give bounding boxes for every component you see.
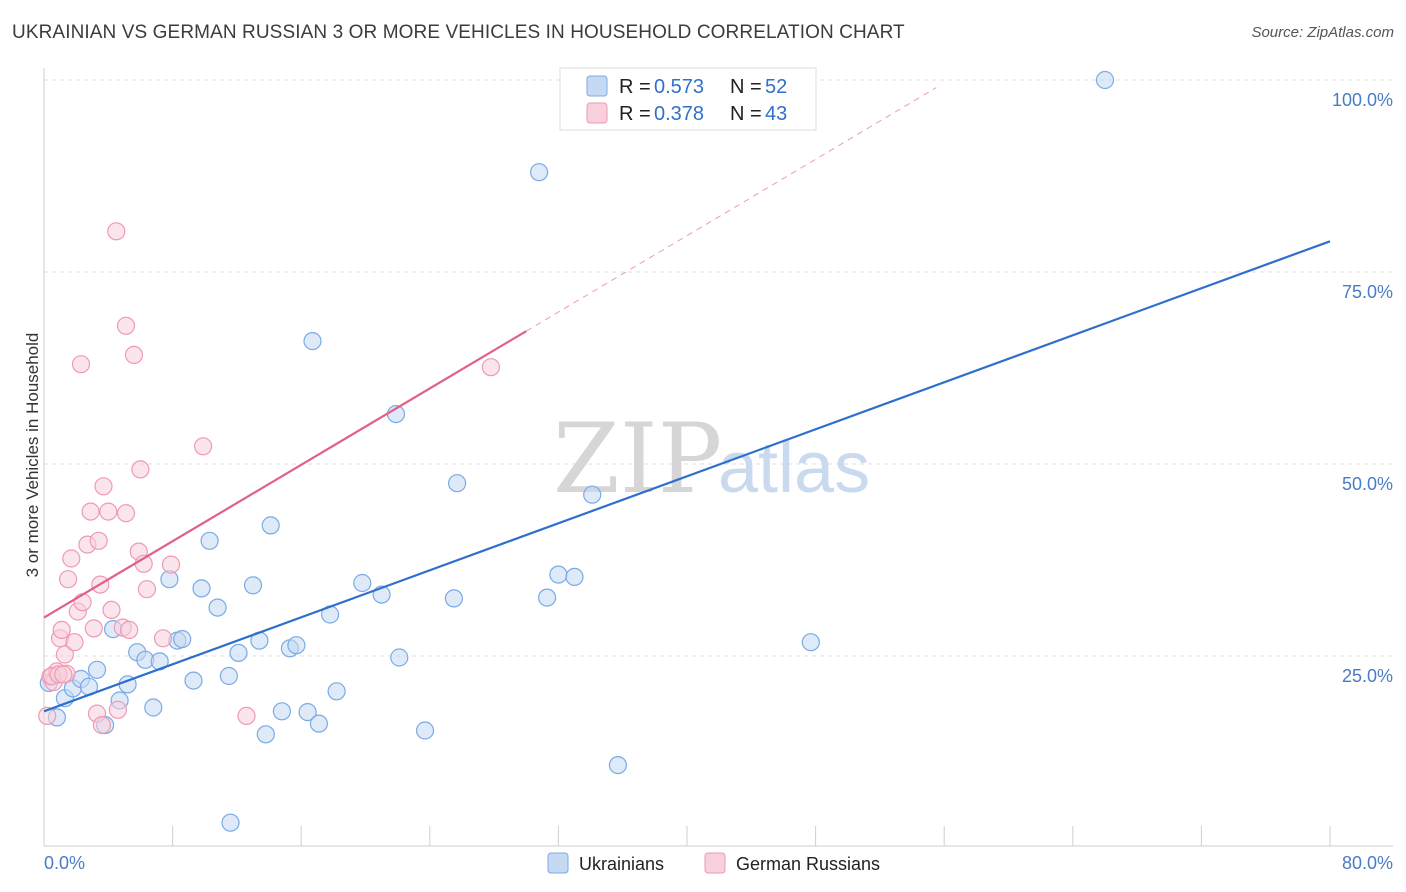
point-ukrainians: [87, 660, 107, 679]
point-german-russians: [161, 555, 181, 574]
point-ukrainians: [415, 721, 435, 740]
point-german-russians: [94, 477, 113, 496]
point-ukrainians: [549, 565, 568, 584]
point-ukrainians: [256, 725, 275, 744]
point-ukrainians: [298, 702, 317, 722]
point-ukrainians: [208, 598, 227, 617]
point-german-russians: [116, 316, 136, 335]
point-ukrainians: [221, 813, 240, 832]
legend-box: R = 0.573 N = 52 R = 0.378 N = 43: [559, 67, 817, 131]
point-german-russians: [116, 504, 136, 523]
point-ukrainians: [565, 567, 584, 587]
point-german-russians: [55, 645, 75, 664]
point-german-russians: [108, 700, 128, 719]
point-ukrainians: [184, 671, 203, 690]
watermark-zip-text: ZIP: [553, 403, 722, 515]
legend-swatch-german-russians: [586, 102, 608, 124]
point-german-russians: [120, 620, 139, 640]
series-swatch-ukrainians: [547, 852, 569, 874]
point-german-russians: [89, 531, 108, 550]
y-tick-label: 25.0%: [1342, 666, 1393, 686]
x-tick-max: 80.0%: [1342, 853, 1393, 873]
data-points: [38, 70, 1115, 832]
legend-n-label-1: N =: [730, 76, 762, 98]
y-tick-label: 75.0%: [1342, 282, 1393, 302]
y-axis-label: 3 or more Vehicles in Household: [23, 333, 42, 578]
point-ukrainians: [219, 666, 238, 686]
tick-labels: 25.0% 50.0% 75.0% 100.0%: [1332, 90, 1393, 686]
point-german-russians: [124, 345, 144, 364]
series-swatch-german-russians: [704, 852, 726, 874]
point-german-russians: [54, 665, 73, 684]
point-german-russians: [99, 502, 118, 521]
point-german-russians: [102, 600, 121, 620]
x-tick-min: 0.0%: [44, 853, 85, 873]
point-ukrainians: [287, 636, 306, 655]
legend-n-value-ukrainians: 52: [765, 76, 787, 98]
point-german-russians: [73, 593, 92, 612]
series-label-german-russians: German Russians: [736, 854, 880, 874]
point-german-russians: [71, 355, 91, 374]
series-label-ukrainians: Ukrainians: [579, 854, 664, 874]
y-tick-label: 100.0%: [1332, 90, 1393, 110]
point-ukrainians: [309, 714, 328, 733]
point-ukrainians: [1095, 70, 1115, 90]
point-german-russians: [52, 620, 71, 640]
legend-r-label-2: R =: [619, 103, 651, 125]
point-german-russians: [81, 502, 100, 521]
series-legend: Ukrainians German Russians: [547, 852, 880, 874]
trend-line-german-russians: [43, 330, 527, 619]
trend-lines: [43, 87, 1331, 713]
legend-r-value-ukrainians: 0.573: [654, 76, 704, 98]
point-german-russians: [194, 437, 213, 456]
legend-r-label-1: R =: [619, 76, 651, 98]
trend-extension-german-russians: [525, 87, 937, 332]
point-german-russians: [84, 619, 103, 638]
point-ukrainians: [261, 516, 280, 535]
legend-n-value-german-russians: 43: [765, 103, 787, 125]
point-german-russians: [107, 222, 126, 241]
point-ukrainians: [272, 702, 291, 721]
point-ukrainians: [448, 474, 467, 493]
point-ukrainians: [537, 588, 557, 607]
chart-title: UKRAINIAN VS GERMAN RUSSIAN 3 OR MORE VE…: [12, 22, 905, 43]
grid-lines: [44, 79, 1393, 657]
point-german-russians: [62, 549, 81, 568]
point-german-russians: [481, 358, 500, 377]
legend-swatch-ukrainians: [586, 75, 608, 97]
point-ukrainians: [303, 332, 322, 351]
point-ukrainians: [390, 648, 409, 667]
point-ukrainians: [243, 576, 263, 595]
point-german-russians: [137, 580, 156, 599]
point-ukrainians: [608, 755, 628, 775]
y-tick-label: 50.0%: [1342, 474, 1393, 494]
point-ukrainians: [173, 629, 192, 649]
point-german-russians: [153, 629, 173, 648]
trend-line-ukrainians: [43, 240, 1331, 713]
point-ukrainians: [200, 531, 219, 550]
legend-r-value-german-russians: 0.378: [654, 103, 704, 125]
watermark-atlas-text: atlas: [718, 428, 870, 508]
point-german-russians: [92, 715, 112, 735]
point-ukrainians: [229, 643, 248, 663]
point-ukrainians: [801, 633, 820, 652]
point-ukrainians: [583, 485, 602, 504]
point-german-russians: [38, 706, 57, 726]
point-german-russians: [131, 460, 150, 479]
point-german-russians: [237, 706, 256, 726]
point-ukrainians: [327, 682, 346, 701]
legend-n-label-2: N =: [730, 103, 762, 125]
point-german-russians: [58, 570, 78, 589]
watermark: ZIP atlas: [553, 403, 870, 515]
point-ukrainians: [192, 579, 211, 598]
source-credit: Source: ZipAtlas.com: [1251, 24, 1394, 41]
point-german-russians: [65, 633, 84, 652]
point-ukrainians: [444, 589, 463, 608]
point-ukrainians: [529, 163, 549, 182]
point-ukrainians: [144, 698, 163, 717]
point-ukrainians: [353, 573, 372, 593]
